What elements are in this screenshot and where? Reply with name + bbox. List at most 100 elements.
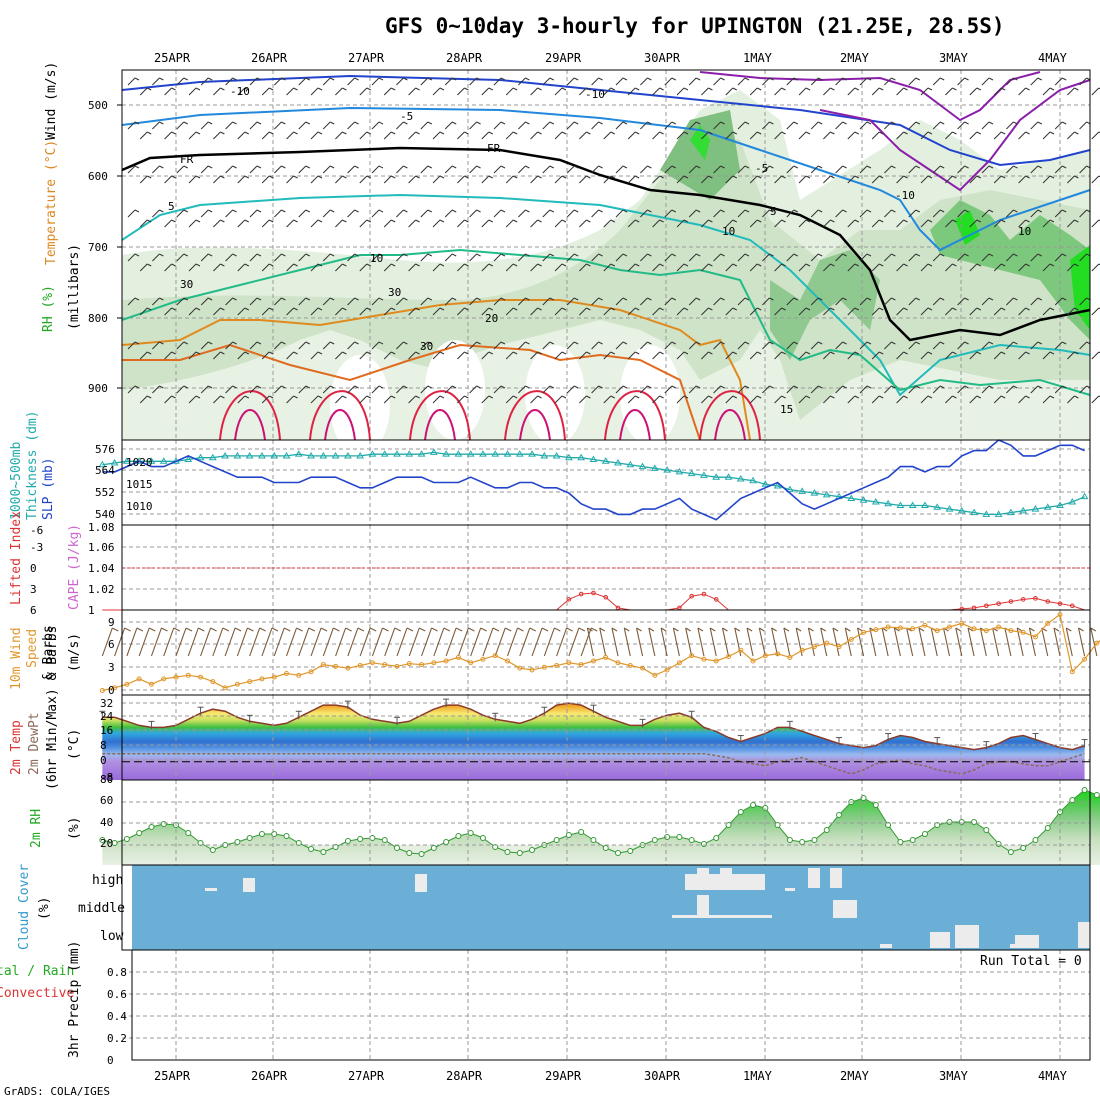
barb-shaft: [444, 165, 453, 174]
wind-speed-marker: [836, 644, 842, 650]
barb-shaft: [237, 219, 246, 228]
wind-speed-marker: [652, 672, 658, 678]
barb-shaft: [664, 121, 673, 130]
wind-speed-marker: [357, 662, 363, 668]
barb-flag: [500, 253, 506, 257]
barb-flag: [1049, 131, 1055, 135]
barb-flag: [793, 77, 799, 81]
barb-shaft: [225, 121, 233, 130]
barb-flag: [1013, 297, 1018, 301]
barb-shaft: [835, 253, 843, 262]
thickness-marker: [810, 489, 819, 496]
barb10m-flag: [517, 627, 524, 632]
barb-shaft: [213, 395, 221, 404]
wind-speed-marker: [824, 640, 830, 646]
cape-line: [102, 592, 1085, 611]
barb-shaft: [261, 219, 270, 228]
barb-shaft: [713, 341, 721, 350]
barb-shaft: [713, 121, 721, 130]
barb-flag: [915, 165, 921, 169]
barb-flag: [451, 385, 457, 389]
barb-shaft: [603, 175, 612, 184]
pressure-tick: 700: [88, 241, 108, 254]
barb-shaft: [505, 175, 514, 184]
barb10m-shaft: [881, 627, 889, 657]
barb-shaft: [591, 341, 599, 350]
barb-shaft: [542, 209, 551, 218]
barb-flag: [817, 209, 823, 213]
barb-flag: [988, 165, 994, 169]
wind-speed-marker: [762, 653, 768, 659]
barb-flag: [817, 341, 823, 345]
thickness-marker: [159, 457, 168, 464]
barb-shaft: [432, 307, 441, 316]
thickness-marker: [970, 508, 978, 516]
barb-shaft: [213, 131, 221, 140]
barb10m-shaft: [709, 627, 717, 657]
barb-flag: [537, 87, 542, 91]
barb-flag: [854, 175, 860, 179]
barb-shaft: [1091, 351, 1100, 360]
contour-label: -5: [755, 162, 768, 175]
barb10m-shaft: [408, 627, 420, 657]
barb-shaft: [871, 263, 880, 272]
barb-shaft: [774, 263, 782, 272]
barb-flag: [915, 297, 921, 301]
wind-speed-marker: [198, 674, 204, 680]
barb-shaft: [1018, 263, 1026, 272]
barb-shaft: [347, 209, 355, 218]
barb-flag: [842, 121, 847, 125]
wind-speed-marker: [234, 681, 240, 687]
barb10m-shaft: [384, 627, 396, 657]
barb-shaft: [1018, 219, 1026, 228]
barb-shaft: [908, 297, 917, 306]
barb-flag: [830, 395, 835, 399]
li-tick: 3: [30, 583, 37, 596]
barb-flag: [988, 209, 994, 213]
barb-flag: [195, 131, 201, 135]
date-label-bottom: 27APR: [348, 1069, 385, 1083]
barb10m-shaft: [236, 627, 248, 657]
thickness-marker: [184, 455, 193, 462]
barb-shaft: [591, 297, 599, 306]
barb-flag: [415, 175, 420, 179]
barb-shaft: [1054, 209, 1063, 218]
barb-shaft: [615, 297, 624, 306]
barb10m-shaft: [955, 627, 963, 657]
barb-flag: [464, 351, 469, 355]
barb-shaft: [981, 253, 990, 262]
wind-speed-marker: [996, 624, 1002, 630]
barb-shaft: [737, 253, 746, 262]
thickness-marker: [270, 451, 279, 459]
barb-flag: [354, 121, 359, 125]
barb-shaft: [200, 341, 209, 350]
precip-tick: 0.2: [107, 1032, 127, 1045]
contour-minus15: [699, 71, 1041, 122]
barb-shaft: [908, 253, 917, 262]
barb-shaft: [823, 131, 831, 140]
wind-speed-marker: [922, 622, 928, 628]
barb-shaft: [347, 385, 355, 394]
barb10m-shaft: [580, 627, 592, 657]
barb-flag: [220, 175, 225, 179]
precip-tick: 0.6: [107, 988, 127, 1001]
barb-shaft: [164, 307, 172, 316]
label-speed: Speed: [25, 629, 40, 668]
barb-flag: [720, 253, 725, 257]
barb-flag: [329, 385, 335, 389]
contour-25: [219, 390, 281, 441]
barb-shaft: [701, 219, 709, 228]
barb-flag: [769, 77, 774, 81]
barb-shaft: [664, 341, 673, 350]
barb-shaft: [139, 307, 148, 316]
thickness-marker: [491, 450, 500, 457]
barb-shaft: [371, 341, 380, 350]
barb10m-shaft: [433, 627, 445, 657]
barb-shaft: [810, 77, 819, 86]
barb-flag: [1037, 77, 1043, 81]
barb-shaft: [1018, 395, 1026, 404]
barb-flag: [390, 131, 396, 135]
barb-shaft: [1030, 121, 1039, 130]
